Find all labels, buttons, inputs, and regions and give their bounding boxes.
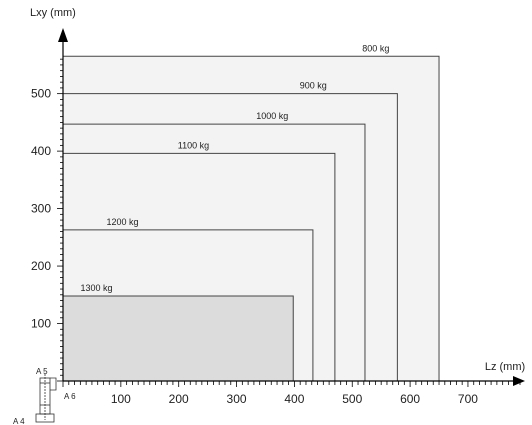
x-tick-label: 500 xyxy=(342,392,362,406)
series-label: 1200 kg xyxy=(106,217,138,227)
y-tick-label: 300 xyxy=(31,202,51,216)
x-tick-label: 200 xyxy=(169,392,189,406)
x-tick-label: 400 xyxy=(284,392,304,406)
y-axis-arrow xyxy=(58,28,68,42)
load-boundary-line xyxy=(63,152,336,381)
x-tick-label: 100 xyxy=(111,392,131,406)
x-ticks: 100 200 300 400 500 600 700 xyxy=(62,381,521,406)
axis-label-a5: A 5 xyxy=(36,367,48,376)
load-boundary-line xyxy=(63,295,294,381)
load-boundary-line xyxy=(63,93,398,381)
x-axis-arrow xyxy=(513,376,525,386)
series-label: 1300 kg xyxy=(81,283,113,293)
y-tick-label: 400 xyxy=(31,144,51,158)
x-axis-title: Lz (mm) xyxy=(485,361,525,373)
y-ticks: 100 200 300 400 500 xyxy=(31,58,63,382)
series-labels: 800 kg 900 kg 1000 kg 1100 kg 1200 kg 1300 kg xyxy=(81,43,390,293)
series-label: 800 kg xyxy=(362,43,389,53)
axis-label-a6: A 6 xyxy=(64,392,76,401)
series-label: 900 kg xyxy=(300,81,327,91)
series-label: 1100 kg xyxy=(178,140,209,150)
series-label: 1000 kg xyxy=(256,111,288,121)
y-axis-title: Lxy (mm) xyxy=(30,7,76,19)
axis-label-a4: A 4 xyxy=(13,417,25,425)
y-tick-label: 100 xyxy=(31,317,51,331)
x-tick-label: 700 xyxy=(458,392,478,406)
flange-arm xyxy=(50,377,57,391)
x-tick-label: 300 xyxy=(227,392,247,406)
load-boundary-line xyxy=(63,229,314,381)
flange-sketch xyxy=(35,374,57,423)
load-area-fill xyxy=(63,295,294,381)
x-tick-label: 600 xyxy=(400,392,420,406)
y-tick-label: 500 xyxy=(31,87,51,101)
flange-base xyxy=(35,413,55,423)
load-boundary-line xyxy=(63,123,366,381)
load-boundary-line xyxy=(63,55,440,381)
load-areas xyxy=(63,55,440,382)
y-tick-label: 200 xyxy=(31,259,51,273)
